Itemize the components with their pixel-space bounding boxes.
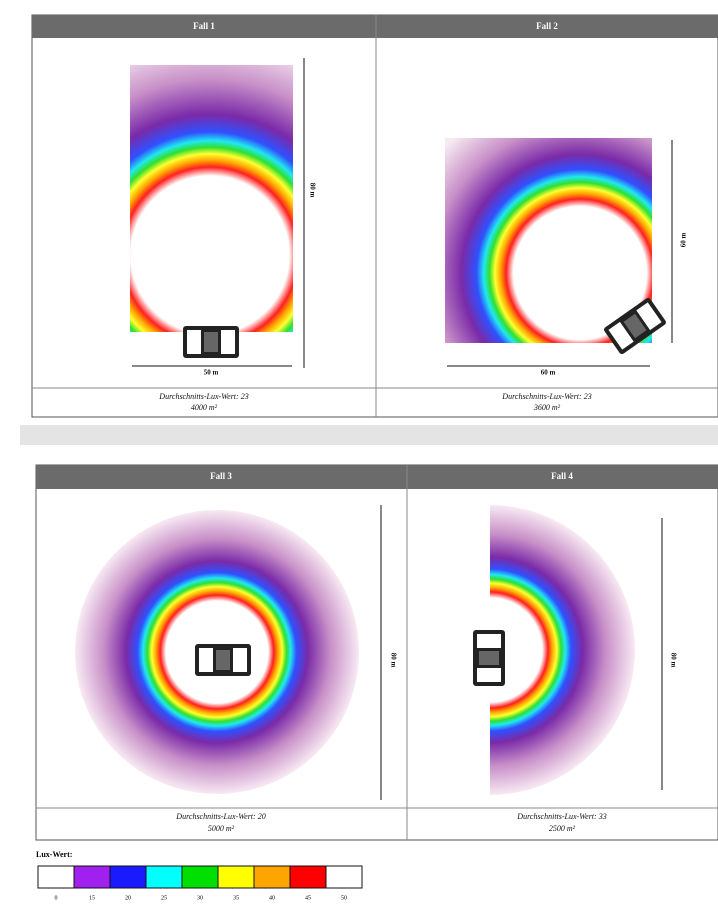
separator xyxy=(20,425,718,445)
caption: 3600 m² xyxy=(533,403,561,412)
case-title: Fall 2 xyxy=(536,21,558,31)
legend-label: 20 xyxy=(125,895,131,901)
case-title: Fall 4 xyxy=(551,471,573,481)
case-title: Fall 3 xyxy=(210,471,232,481)
heatmap xyxy=(490,505,635,795)
dimension: 60 m xyxy=(541,369,556,377)
panel-top: Fall 1 Fall 2 50 m 80 m 60 m 60 m Durchs… xyxy=(31,14,718,418)
legend-swatch xyxy=(145,865,183,889)
legend-swatch xyxy=(37,865,75,889)
legend-swatch xyxy=(217,865,255,889)
legend-label: 45 xyxy=(305,895,311,901)
case-title: Fall 1 xyxy=(193,21,215,31)
dimension: 60 m xyxy=(680,233,688,248)
legend: 0 15 20 25 30 35 40 45 50 xyxy=(37,865,363,901)
legend-label: 0 xyxy=(55,895,58,901)
caption: Durchschnitts-Lux-Wert: 20 xyxy=(175,812,265,821)
dimension: 80 m xyxy=(669,653,677,668)
caption: Durchschnitts-Lux-Wert: 23 xyxy=(501,392,591,401)
legend-label: 50 xyxy=(341,895,347,901)
legend-swatch xyxy=(289,865,327,889)
panel-bottom: Fall 3 Fall 4 80 m 80 m Durchschnitts-Lu… xyxy=(35,464,718,841)
caption: Durchschnitts-Lux-Wert: 33 xyxy=(516,812,606,821)
dimension: 50 m xyxy=(204,369,219,377)
heatmap xyxy=(445,138,652,343)
dimension: 80 m xyxy=(308,183,316,198)
legend-swatch xyxy=(181,865,219,889)
legend-swatch xyxy=(73,865,111,889)
legend-swatch xyxy=(109,865,147,889)
legend-swatch xyxy=(325,865,363,889)
dimension: 80 m xyxy=(389,653,397,668)
caption: 5000 m² xyxy=(208,824,235,833)
caption: 2500 m² xyxy=(549,824,576,833)
legend-label: 25 xyxy=(161,895,167,901)
legend-label: 15 xyxy=(89,895,95,901)
legend-label: 30 xyxy=(197,895,203,901)
caption: 4000 m² xyxy=(191,403,218,412)
legend-title: Lux-Wert: xyxy=(36,850,72,859)
legend-label: 40 xyxy=(269,895,275,901)
legend-label: 35 xyxy=(233,895,239,901)
heatmap xyxy=(130,65,293,332)
legend-swatch xyxy=(253,865,291,889)
caption: Durchschnitts-Lux-Wert: 23 xyxy=(158,392,248,401)
